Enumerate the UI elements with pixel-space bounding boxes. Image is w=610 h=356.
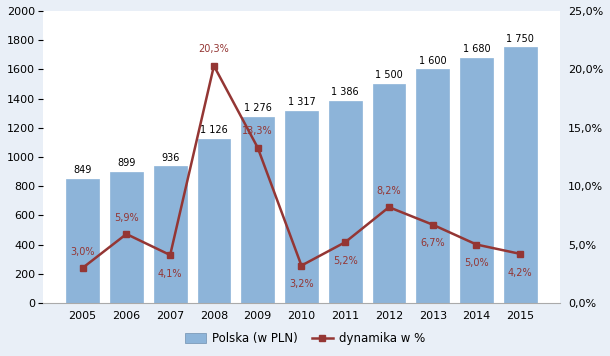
Text: 5,2%: 5,2% [333,256,357,266]
Text: 1 276: 1 276 [244,103,271,113]
Text: 4,2%: 4,2% [508,268,533,278]
Bar [504,47,537,303]
Text: 4,1%: 4,1% [158,269,182,279]
Text: 5,0%: 5,0% [464,258,489,268]
Bar [154,166,187,303]
Bar [285,111,318,303]
Text: 1 680: 1 680 [462,44,490,54]
Bar [242,117,274,303]
Legend: Polska (w PLN), dynamika w %: Polska (w PLN), dynamika w % [180,328,430,350]
Text: 5,9%: 5,9% [114,213,138,222]
Bar [110,172,143,303]
Text: 1 126: 1 126 [200,125,228,135]
Bar [373,84,406,303]
Bar [416,69,449,303]
Text: 8,2%: 8,2% [376,186,401,196]
Text: 899: 899 [117,158,135,168]
Text: 1 386: 1 386 [331,87,359,97]
Text: 1 600: 1 600 [419,56,447,66]
Bar [66,179,99,303]
Text: 13,3%: 13,3% [242,126,273,136]
Text: 20,3%: 20,3% [198,44,229,54]
Text: 1 317: 1 317 [287,97,315,107]
Text: 849: 849 [73,165,92,176]
Text: 3,2%: 3,2% [289,279,314,289]
Text: 3,0%: 3,0% [70,247,95,257]
Text: 1 750: 1 750 [506,34,534,44]
Bar [198,138,231,303]
Bar [329,101,362,303]
Text: 936: 936 [161,153,179,163]
Text: 1 500: 1 500 [375,70,403,80]
Bar [460,58,493,303]
Text: 6,7%: 6,7% [420,239,445,248]
